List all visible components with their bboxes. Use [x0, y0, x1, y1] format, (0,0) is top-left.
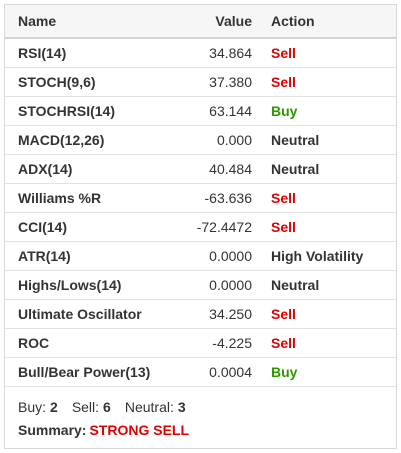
- table-row: ADX(14) 40.484 Neutral: [5, 155, 396, 184]
- indicator-name: Ultimate Oscillator: [18, 306, 142, 322]
- table-row: ATR(14) 0.0000 High Volatility: [5, 242, 396, 271]
- indicator-name: ROC: [18, 335, 50, 351]
- indicator-name: CCI(14): [18, 219, 68, 235]
- indicator-action: Neutral: [271, 161, 320, 177]
- table-row: Highs/Lows(14) 0.0000 Neutral: [5, 271, 396, 300]
- table-row: STOCH(9,6) 37.380 Sell: [5, 68, 396, 97]
- indicator-action: Buy: [271, 103, 298, 119]
- indicator-value: 63.144: [209, 103, 252, 119]
- indicator-value: 34.864: [209, 45, 252, 61]
- indicator-name: Highs/Lows(14): [18, 277, 122, 293]
- indicator-name: ATR(14): [18, 248, 71, 264]
- indicator-action: Neutral: [271, 277, 320, 293]
- indicator-action: Buy: [271, 364, 298, 380]
- table-header: Name Value Action: [5, 5, 396, 39]
- indicator-value: -72.4472: [196, 219, 252, 235]
- indicator-action: Sell: [271, 190, 296, 206]
- table-body: RSI(14) 34.864 Sell STOCH(9,6) 37.380 Se…: [5, 39, 396, 387]
- table-row: ROC -4.225 Sell: [5, 329, 396, 358]
- summary-value: STRONG SELL: [89, 422, 190, 438]
- indicator-action: Neutral: [271, 132, 320, 148]
- table-row: RSI(14) 34.864 Sell: [5, 39, 396, 68]
- table-row: CCI(14) -72.4472 Sell: [5, 213, 396, 242]
- column-header-value: Value: [215, 13, 252, 29]
- buy-count-value: 2: [50, 399, 58, 415]
- summary-footer: Buy: 2 Sell: 6 Neutral: 3 Summary: STRON…: [18, 397, 200, 440]
- indicator-name: STOCHRSI(14): [18, 103, 115, 119]
- indicator-value: 37.380: [209, 74, 252, 90]
- table-row: STOCHRSI(14) 63.144 Buy: [5, 97, 396, 126]
- sell-count-value: 6: [103, 399, 111, 415]
- sell-count-label: Sell:: [71, 399, 100, 415]
- indicator-value: 34.250: [209, 306, 252, 322]
- indicator-value: 40.484: [209, 161, 252, 177]
- neutral-count-value: 3: [177, 399, 186, 415]
- indicator-action: Sell: [271, 45, 296, 61]
- buy-count-label: Buy:: [18, 399, 47, 415]
- indicator-value: 0.0000: [209, 248, 252, 264]
- technical-indicators-table: Name Value Action RSI(14) 34.864 Sell ST…: [4, 4, 397, 449]
- summary-line: Summary: STRONG SELL: [18, 420, 200, 440]
- indicator-name: Williams %R: [18, 190, 102, 206]
- column-header-name: Name: [18, 13, 57, 29]
- indicator-action: Sell: [271, 219, 296, 235]
- indicator-name: MACD(12,26): [18, 132, 105, 148]
- table-row: Ultimate Oscillator 34.250 Sell: [5, 300, 396, 329]
- indicator-value: 0.0004: [209, 364, 252, 380]
- indicator-value: -4.225: [212, 335, 252, 351]
- neutral-count-label: Neutral:: [124, 399, 174, 415]
- table-row: Williams %R -63.636 Sell: [5, 184, 396, 213]
- summary-label: Summary:: [18, 422, 87, 438]
- signal-counts: Buy: 2 Sell: 6 Neutral: 3: [18, 397, 200, 417]
- indicator-value: 0.000: [216, 132, 252, 148]
- indicator-name: STOCH(9,6): [18, 74, 96, 90]
- indicator-action: Sell: [271, 74, 296, 90]
- indicator-action: Sell: [271, 306, 296, 322]
- indicator-action: High Volatility: [271, 248, 364, 264]
- indicator-name: RSI(14): [18, 45, 67, 61]
- table-row: Bull/Bear Power(13) 0.0004 Buy: [5, 358, 396, 387]
- table-row: MACD(12,26) 0.000 Neutral: [5, 126, 396, 155]
- indicator-action: Sell: [271, 335, 296, 351]
- column-header-action: Action: [271, 13, 315, 29]
- indicator-name: Bull/Bear Power(13): [18, 364, 151, 380]
- indicator-value: -63.636: [204, 190, 252, 206]
- indicator-name: ADX(14): [18, 161, 73, 177]
- indicator-value: 0.0000: [209, 277, 252, 293]
